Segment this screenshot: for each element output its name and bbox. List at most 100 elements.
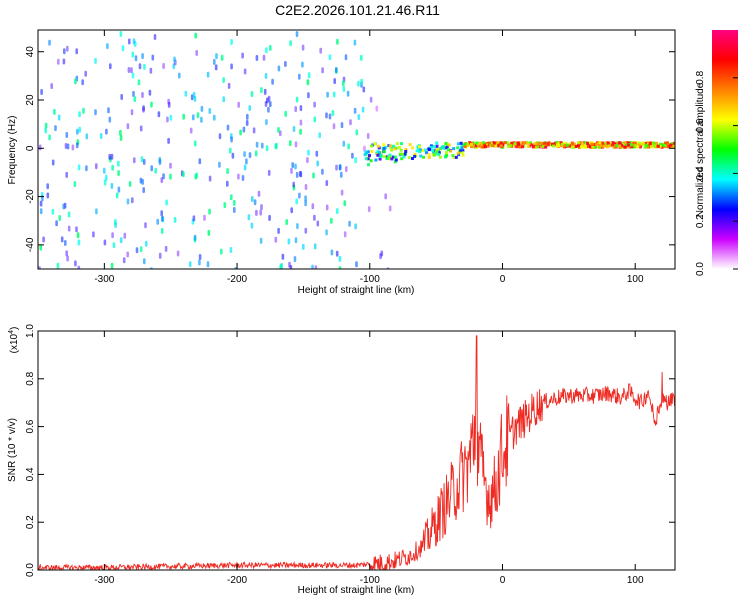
spectrogram-cell	[515, 145, 519, 149]
spectrogram-cell	[390, 148, 394, 152]
spectrogram-cell	[313, 243, 317, 250]
spectrogram-cell	[325, 180, 329, 187]
spectrogram-cell	[265, 119, 268, 126]
spectrogram-cell	[544, 145, 548, 149]
spectrogram-cell	[342, 86, 346, 92]
spectrogram-cell	[203, 214, 206, 221]
spectrogram-cell	[120, 94, 123, 100]
spectrogram-cell	[393, 155, 397, 159]
colorbar-tick-label: 0.6	[695, 118, 706, 132]
colorbar-tick-label: 0.2	[695, 214, 706, 228]
spectrogram-cell	[328, 54, 332, 61]
spectrogram-cell	[166, 116, 169, 123]
spectrogram-cell	[325, 204, 329, 211]
spectrogram-cell	[200, 105, 204, 112]
spectrogram-cell	[131, 197, 134, 204]
spectrogram-cell	[367, 206, 371, 213]
spectrogram-cell	[182, 113, 185, 120]
spectrogram-cell	[75, 48, 78, 55]
spectrogram-cell	[162, 63, 165, 69]
spectrogram-cell	[620, 145, 624, 149]
spectrogram-cell	[62, 203, 65, 210]
spectrogram-cell	[131, 51, 135, 58]
spectrogram-cell	[74, 260, 77, 267]
spectrogram-cell	[643, 145, 647, 149]
spectrogram-frame	[37, 29, 676, 270]
spectrogram-cell	[40, 89, 43, 95]
spectrogram-cell	[444, 151, 448, 155]
spectrogram-cell	[284, 110, 287, 117]
spectrogram-x-tick-label: -100	[360, 274, 380, 285]
spectrogram-cell	[328, 113, 332, 120]
spectrogram-cell	[167, 98, 170, 105]
spectrogram-cell	[206, 261, 210, 268]
spectrogram-cell	[243, 164, 247, 171]
spectrogram-cell	[379, 154, 383, 158]
spectrogram-cell	[636, 145, 640, 149]
spectrogram-cell	[314, 265, 318, 269]
spectrogram-cell	[427, 153, 431, 156]
spectrogram-cell	[563, 144, 567, 148]
spectrogram-cell	[368, 154, 371, 157]
spectrogram-cell	[667, 144, 671, 148]
spectrogram-cell	[552, 144, 556, 148]
spectrogram-cell	[295, 96, 299, 103]
spectrogram-cell	[452, 147, 456, 151]
spectrogram-cell	[444, 146, 448, 150]
spectrogram-cell	[307, 149, 310, 156]
spectrogram-cell	[348, 220, 351, 227]
spectrogram-cell	[593, 145, 597, 149]
spectrogram-cell	[538, 141, 542, 145]
spectrogram-cell	[400, 152, 404, 156]
spectrogram-cell	[94, 57, 97, 64]
spectrogram-cell	[299, 128, 302, 135]
spectrogram-cell	[149, 67, 153, 74]
spectrogram-cell	[330, 217, 333, 224]
spectrogram-cell	[353, 107, 357, 114]
spectrogram-cell	[296, 223, 299, 230]
spectrogram-y-tick-label: -40	[25, 237, 36, 252]
spectrogram-cell	[194, 32, 197, 39]
spectrogram-cell	[387, 144, 391, 148]
spectrogram-cell	[95, 208, 98, 215]
spectrogram-cell	[388, 205, 392, 212]
spectrogram-cell	[173, 216, 177, 223]
spectrogram-cell	[586, 145, 590, 148]
spectrogram-cell	[534, 145, 538, 149]
spectrogram-cell	[111, 164, 114, 171]
spectrogram-cell	[650, 145, 654, 149]
spectrogram-cell	[355, 129, 359, 136]
spectrogram-cell	[110, 153, 114, 160]
spectrogram-cell	[122, 257, 126, 264]
spectrogram-cell	[65, 250, 68, 257]
spectrogram-cell	[264, 73, 268, 79]
spectrogram-cell	[57, 114, 61, 121]
spectrogram-cell	[267, 169, 271, 176]
spectrogram-y-tick-label: 20	[25, 94, 36, 106]
spectrogram-cell	[130, 67, 133, 74]
spectrogram-cell	[572, 142, 576, 146]
spectrogram-cell	[660, 145, 664, 149]
spectrogram-cell	[378, 157, 382, 161]
spectrogram-cell	[576, 141, 580, 145]
spectrogram-cell	[196, 112, 200, 119]
spectrogram-cell	[234, 267, 237, 269]
spectrogram-cell	[99, 133, 103, 139]
spectrogram-cell	[655, 141, 659, 145]
snr-y-tick-label: 1.0	[25, 324, 36, 338]
spectrogram-cell	[66, 45, 69, 52]
spectrogram-cell	[529, 141, 532, 145]
spectrogram-cell	[576, 144, 580, 147]
spectrogram-x-ticks: -300 -200 -100 0 100	[94, 30, 644, 285]
snr-y-tick-label: 0.4	[25, 467, 36, 481]
spectrogram-cell	[103, 167, 106, 174]
colorbar: 0.0 0.2 0.4 0.6 0.8 Normalized spectral ampl…	[695, 30, 738, 276]
spectrogram-cell	[226, 180, 229, 187]
spectrogram-cell	[304, 200, 307, 207]
spectrogram-cell	[513, 142, 517, 146]
spectrogram-cell	[233, 199, 236, 206]
spectrogram-cell	[218, 161, 221, 168]
spectrogram-cell	[468, 141, 471, 145]
spectrogram-cell	[492, 141, 496, 145]
spectrogram-x-tick-label: -200	[227, 274, 247, 285]
